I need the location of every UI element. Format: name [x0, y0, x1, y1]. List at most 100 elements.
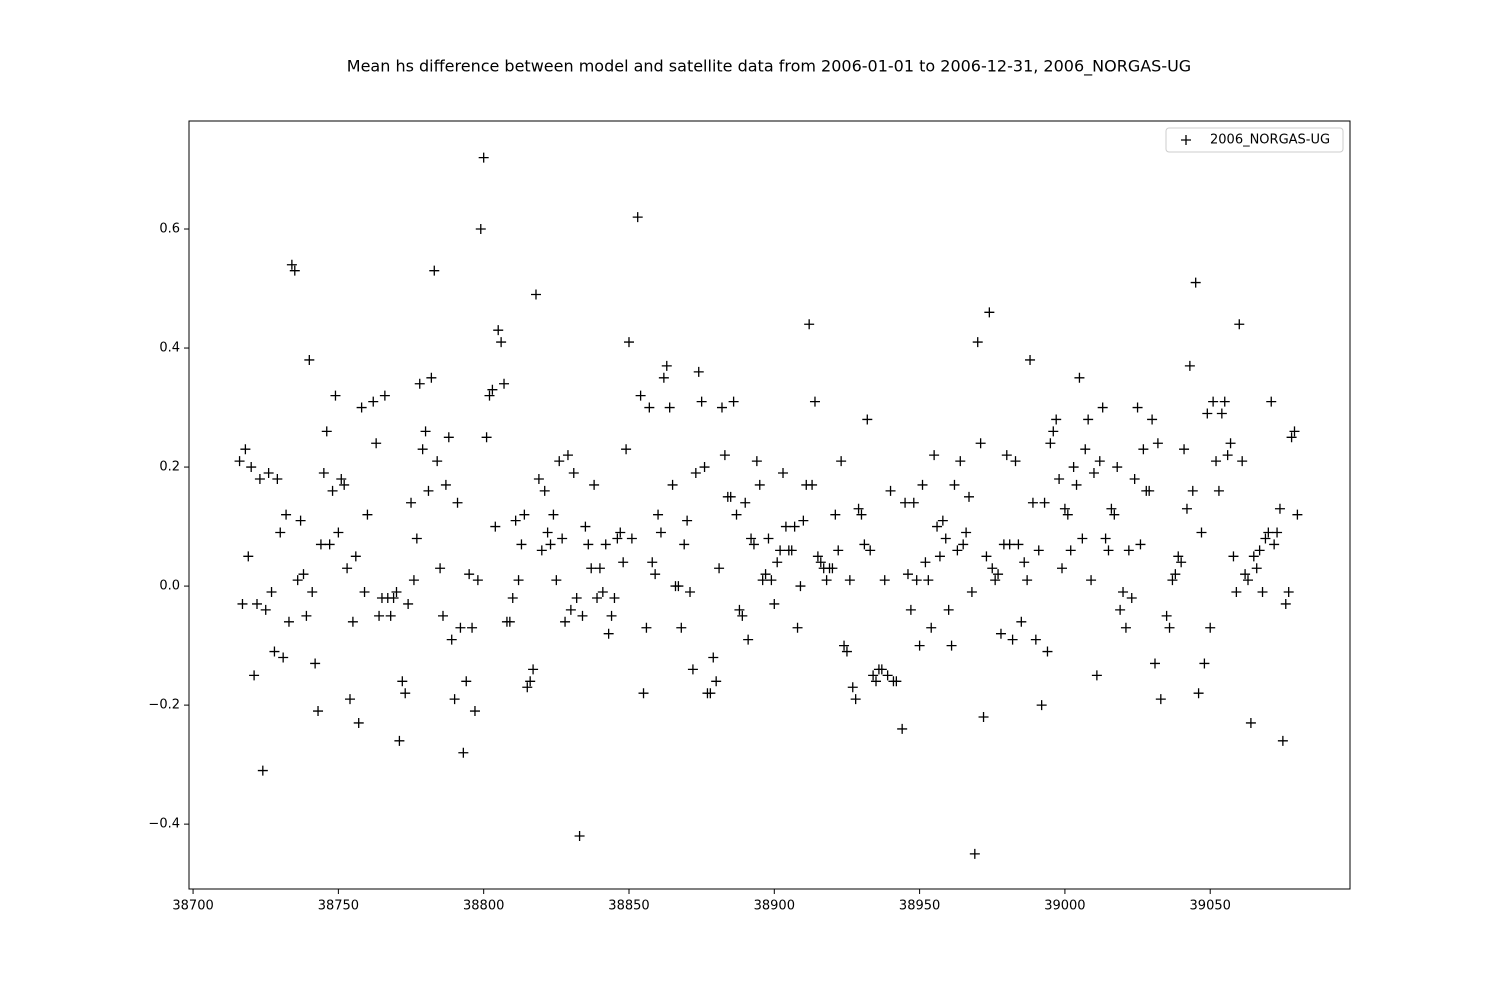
data-point [719, 450, 730, 461]
data-point [449, 694, 460, 705]
data-point [725, 491, 736, 502]
data-point [1033, 545, 1044, 556]
data-point [940, 533, 951, 544]
data-point [589, 479, 600, 490]
data-point [548, 509, 559, 520]
data-point [278, 652, 289, 663]
data-point [847, 682, 858, 693]
data-point [772, 557, 783, 568]
data-point [391, 587, 402, 598]
data-point [592, 592, 603, 603]
data-point [1176, 557, 1187, 568]
data-point [1010, 456, 1021, 467]
data-point [1280, 598, 1291, 609]
data-point [623, 337, 634, 348]
data-point [1179, 444, 1190, 455]
data-point [1103, 545, 1114, 556]
data-point [830, 509, 841, 520]
data-point [600, 539, 611, 550]
data-point [621, 444, 632, 455]
data-point [778, 468, 789, 479]
data-point [1112, 462, 1123, 473]
data-point [632, 212, 643, 223]
data-point [699, 462, 710, 473]
data-point [871, 676, 882, 687]
data-point [568, 468, 579, 479]
data-point [414, 378, 425, 389]
data-point [403, 598, 414, 609]
data-point [307, 587, 318, 598]
data-point [458, 747, 469, 758]
data-point [499, 378, 510, 389]
data-point [1208, 396, 1219, 407]
data-point [507, 592, 518, 603]
data-point [943, 604, 954, 615]
data-point [586, 563, 597, 574]
data-point [1199, 658, 1210, 669]
data-point [696, 396, 707, 407]
data-point [437, 610, 448, 621]
data-point [374, 610, 385, 621]
data-point [1266, 396, 1277, 407]
y-tick-label: 0.2 [159, 460, 180, 475]
data-point [504, 616, 515, 627]
x-tick-label: 39000 [1044, 899, 1085, 914]
data-point [333, 527, 344, 538]
data-point [641, 622, 652, 633]
data-point [545, 539, 556, 550]
data-point [1027, 497, 1038, 508]
data-point [1193, 688, 1204, 699]
data-point [356, 402, 367, 413]
data-point [780, 521, 791, 532]
data-point [432, 456, 443, 467]
data-point [902, 569, 913, 580]
data-point [1022, 575, 1033, 586]
data-point [923, 575, 934, 586]
data-point [565, 604, 576, 615]
data-point [961, 527, 972, 538]
data-point [557, 533, 568, 544]
data-point [1147, 414, 1158, 425]
data-point [676, 622, 687, 633]
data-point [446, 634, 457, 645]
data-point [597, 587, 608, 598]
data-point [821, 575, 832, 586]
legend-marker [1181, 135, 1191, 145]
data-point [990, 575, 1001, 586]
data-point [379, 390, 390, 401]
data-point [1240, 569, 1251, 580]
data-point [908, 497, 919, 508]
data-point [1039, 497, 1050, 508]
data-point [815, 557, 826, 568]
data-point [798, 515, 809, 526]
data-point [1016, 616, 1027, 627]
data-point [833, 545, 844, 556]
data-point [420, 426, 431, 437]
data-point [1100, 533, 1111, 544]
x-tick-label: 38950 [899, 899, 940, 914]
data-point [1231, 587, 1242, 598]
data-point [911, 575, 922, 586]
data-point [618, 557, 629, 568]
data-point [435, 563, 446, 574]
data-point [653, 509, 664, 520]
data-point [934, 551, 945, 562]
data-point [254, 473, 265, 484]
data-point [469, 706, 480, 717]
data-point [1054, 473, 1065, 484]
data-point [1135, 539, 1146, 550]
data-point [1019, 557, 1030, 568]
data-point [318, 468, 329, 479]
data-point [809, 396, 820, 407]
data-point [795, 581, 806, 592]
x-tick-label: 38900 [754, 899, 795, 914]
data-point [964, 491, 975, 502]
data-point [269, 646, 280, 657]
data-point [1057, 563, 1067, 574]
data-point [1289, 426, 1300, 437]
data-point [426, 372, 437, 383]
data-point [972, 337, 983, 348]
data-point [714, 563, 725, 574]
data-point [844, 575, 855, 586]
